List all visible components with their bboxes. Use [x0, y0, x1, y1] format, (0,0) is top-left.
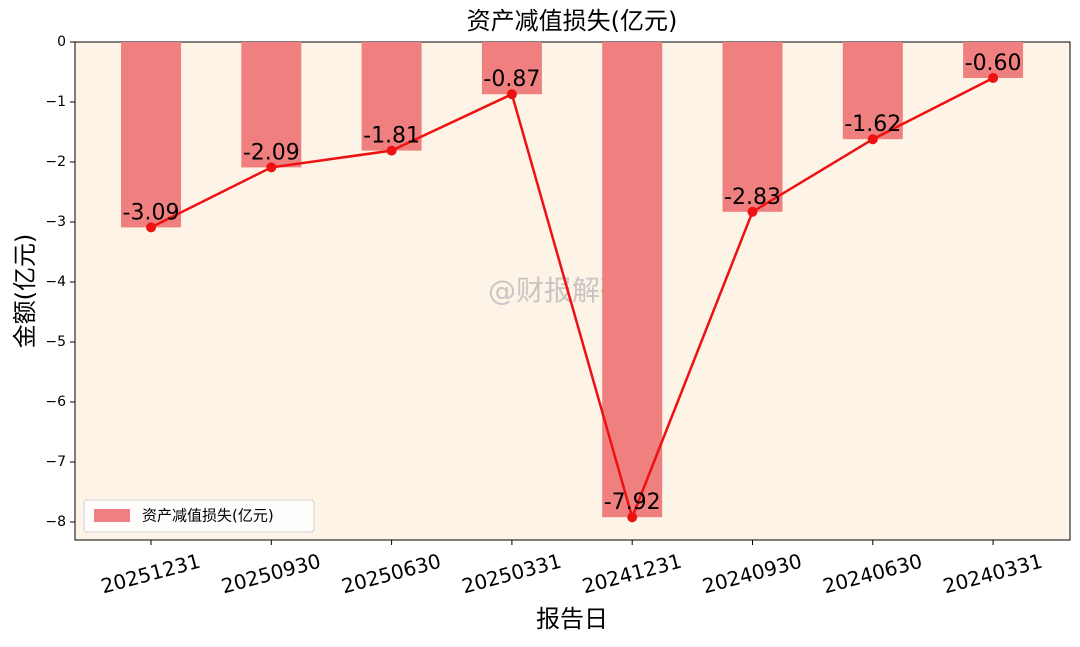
- data-label: -1.81: [363, 124, 420, 149]
- data-label: -7.92: [604, 490, 661, 515]
- point: [747, 206, 758, 217]
- legend-box: [83, 499, 315, 533]
- bar: [361, 42, 422, 151]
- y-tick-label: −1: [45, 94, 66, 110]
- line: [150, 76, 994, 522]
- x-tick-label: 20250930: [219, 549, 324, 599]
- y-tick-label: −6: [45, 394, 66, 410]
- x-tick-label: 20241231: [580, 549, 685, 599]
- data-label: -2.83: [724, 185, 781, 210]
- x-tick-label: 20250630: [339, 549, 444, 599]
- bar: [963, 42, 1024, 78]
- bar: [842, 42, 903, 140]
- point: [506, 89, 517, 100]
- y-tick-label: 0: [57, 34, 66, 50]
- point: [867, 134, 878, 145]
- x-tick-label: 20250331: [459, 549, 564, 599]
- y-tick-label: −8: [45, 514, 66, 530]
- data-label: -3.09: [123, 200, 180, 225]
- bar: [481, 42, 542, 95]
- y-axis-label: 金额(亿元): [11, 234, 39, 349]
- bar: [722, 42, 783, 212]
- y-tick-label: −2: [45, 154, 66, 170]
- bar: [602, 42, 663, 518]
- data-label: -0.87: [483, 67, 540, 92]
- point: [988, 73, 999, 83]
- chart-title: 资产减值损失(亿元): [467, 7, 678, 35]
- data-label: -0.60: [965, 51, 1022, 76]
- y-tick-label: −7: [45, 454, 66, 470]
- point: [146, 222, 156, 233]
- x-tick-label: 20251231: [98, 549, 203, 599]
- bar: [241, 42, 302, 168]
- plot-area: [74, 41, 1071, 541]
- x-axis-label: 报告日: [536, 605, 608, 633]
- x-tick-label: 20240930: [700, 549, 805, 599]
- point: [266, 162, 277, 173]
- point: [627, 512, 638, 523]
- legend-label: 资产减值损失(亿元): [142, 507, 274, 525]
- x-tick-label: 20240331: [940, 549, 1045, 599]
- point: [386, 145, 397, 156]
- y-tick-label: −4: [45, 274, 66, 290]
- data-label: -2.09: [243, 140, 300, 165]
- data-label: -1.62: [844, 112, 901, 137]
- bar: [121, 42, 181, 228]
- x-tick-label: 20240630: [820, 549, 925, 599]
- legend-swatch: [94, 509, 130, 522]
- y-tick-label: −3: [45, 214, 66, 230]
- y-tick-label: −5: [45, 334, 66, 350]
